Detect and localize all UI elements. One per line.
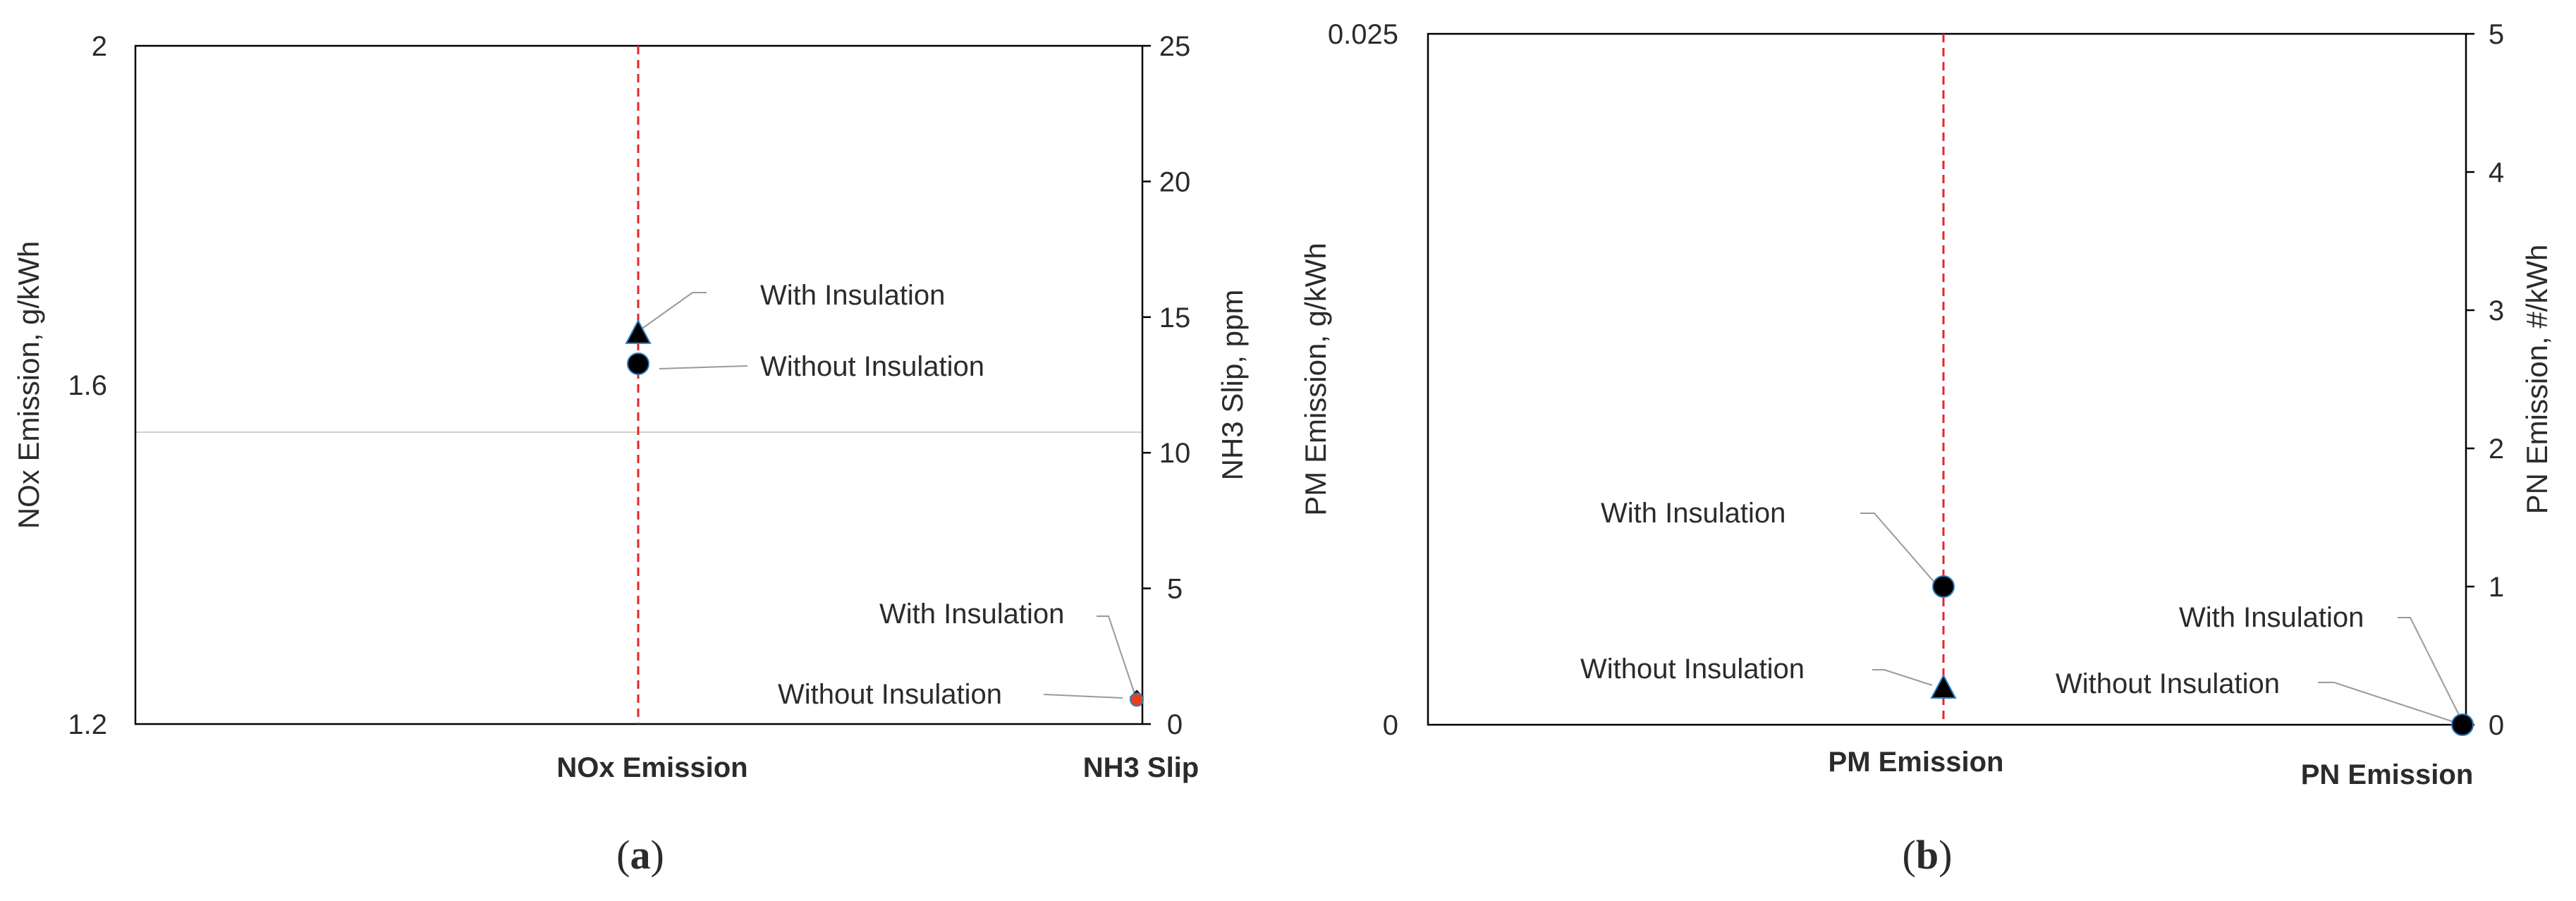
- y2-tick-label: 15: [1159, 302, 1191, 333]
- leader-line: [2398, 617, 2463, 723]
- plot-frame-b: [1427, 32, 2467, 726]
- category-label-nox: NOx Emission: [556, 752, 747, 783]
- panel-label-b: (b): [1903, 832, 1953, 878]
- y-tick-label: 2: [92, 31, 107, 62]
- y2-tick-label: 1: [2489, 572, 2504, 603]
- data-point-pm-emission-without-insulation: [1930, 673, 1957, 699]
- data-point-pm-emission-with-insulation: [1932, 575, 1955, 598]
- y2-tick-label: 25: [1159, 31, 1191, 62]
- data-point-nox-emission-without-insulation: [627, 352, 649, 375]
- y2-tick-label: 0: [1167, 709, 1183, 740]
- y2-axis-title-b: PN Emission, #/kWh: [2520, 245, 2553, 515]
- right-axis-ticks-b: 0 1 2 3 4 5: [2466, 19, 2504, 741]
- leader-line: [1860, 513, 1936, 584]
- panel-a: 1.2 1.6 2 0 5 10 15 20 25 NOx Emission, g/kWh N…: [12, 31, 1249, 878]
- annotation-label: With Insulation: [879, 599, 1064, 630]
- annotation-label: Without Insulation: [2056, 668, 2280, 699]
- data-point-nox-emission-with-insulation: [625, 319, 652, 344]
- y-axis-title-b: PM Emission, g/kWh: [1299, 243, 1332, 515]
- y2-tick-label: 5: [2489, 19, 2504, 50]
- right-axis-ticks-a: 0 5 10 15 20 25: [1142, 31, 1190, 740]
- y2-tick-label: 0: [2489, 710, 2504, 741]
- annotation-label: With Insulation: [760, 280, 945, 311]
- category-label-pm: PM Emission: [1829, 747, 2004, 778]
- y2-axis-title-a: NH3 Slip, ppm: [1216, 290, 1249, 481]
- data-point-nh3-slip-without-insulation: [1130, 692, 1144, 707]
- panel-label-a: (a): [616, 832, 664, 878]
- leader-line: [1872, 669, 1933, 686]
- y2-tick-label: 10: [1159, 438, 1191, 469]
- left-axis-ticks-b: 0 0.025: [1328, 19, 1398, 741]
- leader-line: [1043, 694, 1123, 699]
- left-axis-ticks-a: 1.2 1.6 2: [68, 31, 107, 740]
- annotation-label: Without Insulation: [778, 679, 1002, 710]
- leader-line: [637, 292, 707, 332]
- data-points-a: [625, 319, 1144, 707]
- data-points-b: [1930, 575, 2474, 736]
- data-point-pn-emission-without-insulation: [2451, 713, 2474, 736]
- y2-tick-label: 2: [2489, 434, 2504, 465]
- annotation-label: Without Insulation: [760, 351, 984, 382]
- leader-line: [659, 365, 748, 369]
- y2-tick-label: 20: [1159, 166, 1191, 197]
- y-tick-label: 1.2: [68, 709, 107, 740]
- panel-b: 0 0.025 0 1 2 3 4 5 PM Emission, g/kWh PN Emis…: [1299, 19, 2553, 878]
- leader-line: [1097, 615, 1137, 701]
- y-tick-label: 1.6: [68, 370, 107, 401]
- annotation-label: With Insulation: [2179, 602, 2364, 633]
- y2-tick-label: 5: [1167, 574, 1183, 605]
- leader-line: [2318, 682, 2463, 725]
- y-tick-label: 0.025: [1328, 19, 1398, 50]
- annotation-label: With Insulation: [1601, 498, 1786, 529]
- y-axis-title-a: NOx Emission, g/kWh: [12, 241, 45, 529]
- y2-tick-label: 4: [2489, 157, 2504, 188]
- y-tick-label: 0: [1383, 710, 1398, 741]
- category-label-pn: PN Emission: [2301, 759, 2474, 790]
- annotation-label: Without Insulation: [1580, 654, 1805, 685]
- y2-tick-label: 3: [2489, 295, 2504, 326]
- category-label-nh3: NH3 Slip: [1083, 752, 1199, 783]
